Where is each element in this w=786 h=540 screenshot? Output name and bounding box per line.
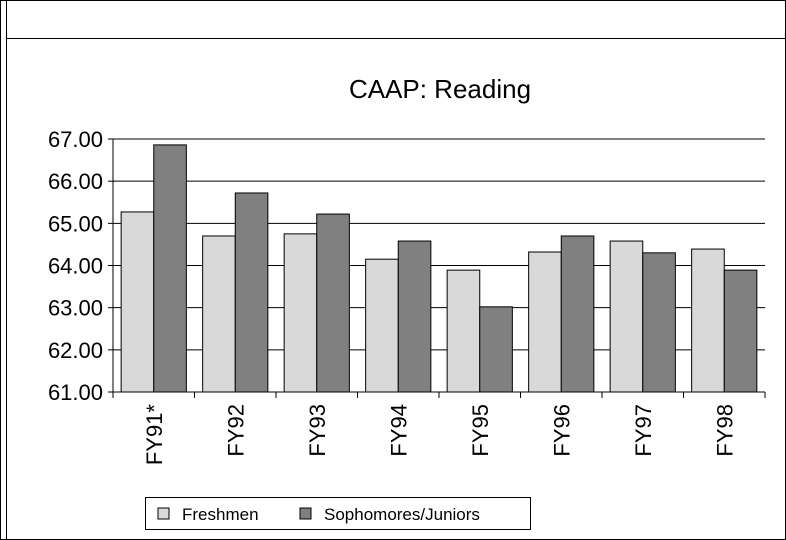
bar	[283, 233, 318, 393]
x-tick-label: FY96	[549, 404, 574, 457]
x-tick-label: FY95	[468, 404, 493, 457]
y-tick-label: 66.00	[48, 169, 103, 194]
x-tick-label: FY98	[712, 404, 737, 457]
bar	[446, 269, 481, 393]
y-tick-label: 61.00	[48, 380, 103, 405]
legend-box	[145, 497, 531, 530]
x-tick-label: FY97	[631, 404, 656, 457]
x-tick-label: FY91*	[142, 404, 167, 466]
bar	[365, 258, 399, 393]
bar	[609, 240, 644, 393]
bar	[120, 211, 155, 393]
bar	[153, 144, 187, 393]
bar	[479, 306, 513, 393]
y-tick-label: 62.00	[48, 338, 103, 363]
x-tick-label: FY93	[305, 404, 330, 457]
bar	[397, 240, 432, 393]
bar	[642, 252, 676, 393]
bar	[723, 269, 758, 393]
chart-title: CAAP: Reading	[349, 74, 531, 104]
y-tick-label: 65.00	[48, 211, 103, 236]
bar	[691, 248, 725, 393]
bar	[316, 213, 350, 393]
bar	[528, 251, 562, 393]
bar	[234, 192, 269, 393]
x-tick-label: FY94	[386, 404, 411, 457]
x-tick-label: FY92	[223, 404, 248, 457]
legend-swatch	[299, 507, 312, 520]
y-tick-label: 63.00	[48, 296, 103, 321]
y-tick-label: 67.00	[48, 127, 103, 152]
bar	[560, 235, 595, 393]
legend-label: Sophomores/Juniors	[324, 505, 480, 524]
bar	[202, 235, 236, 393]
legend-swatch	[157, 507, 170, 520]
legend-label: Freshmen	[182, 505, 259, 524]
y-tick-label: 64.00	[48, 254, 103, 279]
